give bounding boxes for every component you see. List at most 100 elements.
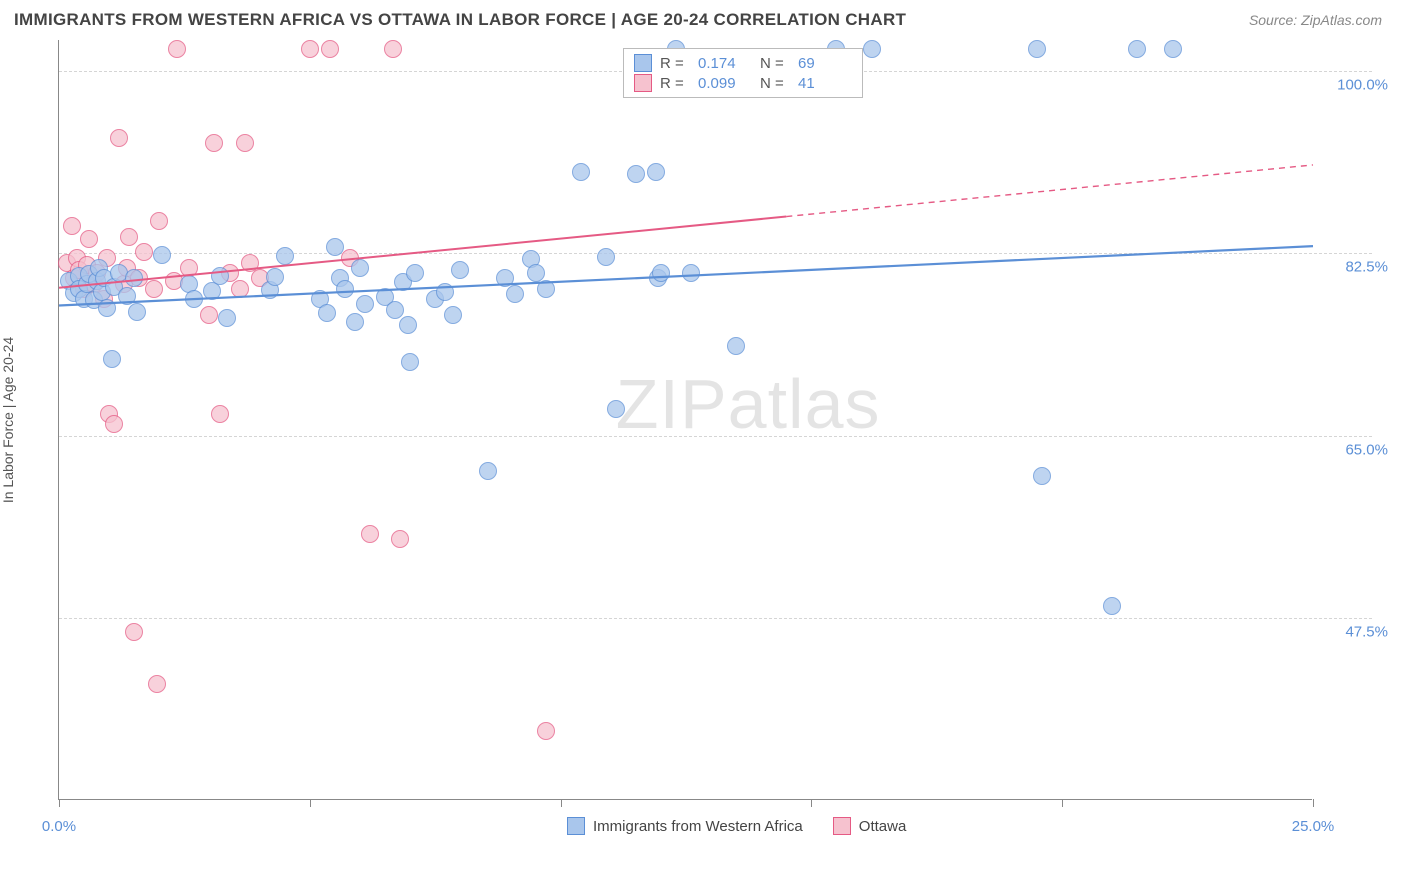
source-attribution: Source: ZipAtlas.com bbox=[1249, 12, 1382, 28]
scatter-point bbox=[451, 261, 469, 279]
scatter-point bbox=[537, 722, 555, 740]
x-tick bbox=[59, 799, 60, 807]
scatter-point bbox=[103, 350, 121, 368]
scatter-point bbox=[153, 246, 171, 264]
legend-r-label: R = bbox=[660, 55, 690, 72]
scatter-point bbox=[148, 675, 166, 693]
chart-title: IMMIGRANTS FROM WESTERN AFRICA VS OTTAWA… bbox=[14, 10, 906, 30]
scatter-point bbox=[351, 259, 369, 277]
legend-r-value: 0.174 bbox=[698, 55, 752, 72]
legend-swatch bbox=[567, 817, 585, 835]
scatter-point bbox=[356, 295, 374, 313]
x-tick bbox=[1062, 799, 1063, 807]
legend-r-label: R = bbox=[660, 75, 690, 92]
scatter-point bbox=[301, 40, 319, 58]
scatter-point bbox=[125, 623, 143, 641]
scatter-point bbox=[145, 280, 163, 298]
scatter-point bbox=[627, 165, 645, 183]
x-tick bbox=[1313, 799, 1314, 807]
scatter-point bbox=[168, 40, 186, 58]
scatter-point bbox=[444, 306, 462, 324]
scatter-point bbox=[321, 40, 339, 58]
scatter-point bbox=[120, 228, 138, 246]
scatter-point bbox=[391, 530, 409, 548]
scatter-point bbox=[1128, 40, 1146, 58]
y-tick-label: 82.5% bbox=[1345, 259, 1388, 276]
y-axis-label: In Labor Force | Age 20-24 bbox=[0, 337, 16, 503]
scatter-point bbox=[98, 299, 116, 317]
legend-r-value: 0.099 bbox=[698, 75, 752, 92]
x-tick bbox=[310, 799, 311, 807]
trendlines bbox=[59, 40, 1373, 800]
scatter-point bbox=[128, 303, 146, 321]
legend-n-label: N = bbox=[760, 55, 790, 72]
scatter-point bbox=[1164, 40, 1182, 58]
scatter-point bbox=[80, 230, 98, 248]
scatter-point bbox=[1033, 467, 1051, 485]
scatter-point bbox=[401, 353, 419, 371]
x-tick-label: 25.0% bbox=[1292, 818, 1335, 835]
scatter-point bbox=[266, 268, 284, 286]
scatter-point bbox=[863, 40, 881, 58]
chart-header: IMMIGRANTS FROM WESTERN AFRICA VS OTTAWA… bbox=[0, 0, 1406, 36]
legend-item: Immigrants from Western Africa bbox=[567, 817, 803, 835]
gridline-horizontal bbox=[59, 253, 1372, 254]
x-tick bbox=[561, 799, 562, 807]
y-tick-label: 100.0% bbox=[1337, 77, 1388, 94]
scatter-point bbox=[211, 267, 229, 285]
scatter-point bbox=[682, 264, 700, 282]
legend-label: Ottawa bbox=[859, 818, 907, 835]
legend-swatch bbox=[634, 54, 652, 72]
scatter-point bbox=[218, 309, 236, 327]
scatter-point bbox=[506, 285, 524, 303]
y-tick-label: 65.0% bbox=[1345, 441, 1388, 458]
scatter-point bbox=[110, 129, 128, 147]
series-legend: Immigrants from Western Africa Ottawa bbox=[567, 817, 906, 835]
scatter-point bbox=[572, 163, 590, 181]
scatter-point bbox=[125, 269, 143, 287]
scatter-point bbox=[135, 243, 153, 261]
scatter-point bbox=[185, 290, 203, 308]
scatter-point bbox=[276, 247, 294, 265]
scatter-point bbox=[361, 525, 379, 543]
scatter-point bbox=[346, 313, 364, 331]
scatter-point bbox=[727, 337, 745, 355]
scatter-point bbox=[1103, 597, 1121, 615]
scatter-point bbox=[652, 264, 670, 282]
legend-row: R = 0.099 N = 41 bbox=[634, 73, 852, 93]
scatter-point bbox=[406, 264, 424, 282]
scatter-point bbox=[537, 280, 555, 298]
scatter-point bbox=[386, 301, 404, 319]
scatter-point bbox=[1028, 40, 1046, 58]
legend-n-label: N = bbox=[760, 75, 790, 92]
scatter-point bbox=[597, 248, 615, 266]
legend-label: Immigrants from Western Africa bbox=[593, 818, 803, 835]
watermark: ZIPatlas bbox=[616, 364, 881, 444]
legend-n-value: 69 bbox=[798, 55, 852, 72]
gridline-horizontal bbox=[59, 436, 1372, 437]
gridline-horizontal bbox=[59, 618, 1372, 619]
scatter-point bbox=[336, 280, 354, 298]
scatter-point bbox=[318, 304, 336, 322]
x-tick-label: 0.0% bbox=[42, 818, 76, 835]
scatter-point bbox=[205, 134, 223, 152]
correlation-legend: R = 0.174 N = 69 R = 0.099 N = 41 bbox=[623, 48, 863, 98]
legend-swatch bbox=[833, 817, 851, 835]
scatter-point bbox=[399, 316, 417, 334]
scatter-point bbox=[607, 400, 625, 418]
x-tick bbox=[811, 799, 812, 807]
legend-swatch bbox=[634, 74, 652, 92]
scatter-point bbox=[479, 462, 497, 480]
scatter-point bbox=[236, 134, 254, 152]
scatter-point bbox=[211, 405, 229, 423]
scatter-point bbox=[326, 238, 344, 256]
legend-item: Ottawa bbox=[833, 817, 907, 835]
scatter-point bbox=[63, 217, 81, 235]
legend-row: R = 0.174 N = 69 bbox=[634, 53, 852, 73]
scatter-point bbox=[150, 212, 168, 230]
plot-area: 47.5%65.0%82.5%100.0%0.0%25.0%ZIPatlasR … bbox=[58, 40, 1312, 800]
scatter-point bbox=[231, 280, 249, 298]
legend-n-value: 41 bbox=[798, 75, 852, 92]
y-tick-label: 47.5% bbox=[1345, 623, 1388, 640]
scatter-point bbox=[105, 415, 123, 433]
